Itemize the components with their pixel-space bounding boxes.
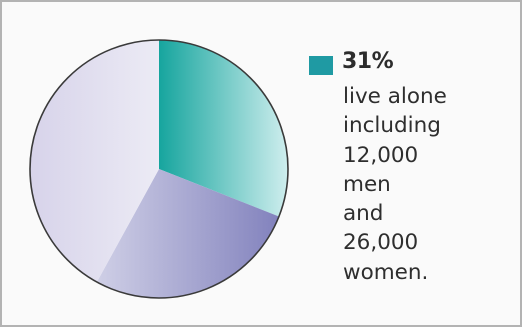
legend-line: 26,000 xyxy=(343,230,419,256)
pie-slice-2 xyxy=(30,40,159,283)
legend-line: 12,000 xyxy=(343,142,419,168)
pie-slices xyxy=(29,39,289,299)
legend-swatch xyxy=(309,56,333,75)
legend-line: including xyxy=(343,113,441,139)
pie-chart xyxy=(29,39,289,299)
legend-line: live alone xyxy=(343,84,447,109)
legend-line: women. xyxy=(343,259,429,285)
legend-line: men xyxy=(343,171,391,197)
pie-outline xyxy=(29,39,289,299)
legend-line: and xyxy=(343,201,384,227)
pie-slice-1 xyxy=(96,169,279,298)
legend-description: live alone including 12,000 men and 26,0… xyxy=(343,82,447,287)
legend-value: 31% xyxy=(342,49,394,74)
